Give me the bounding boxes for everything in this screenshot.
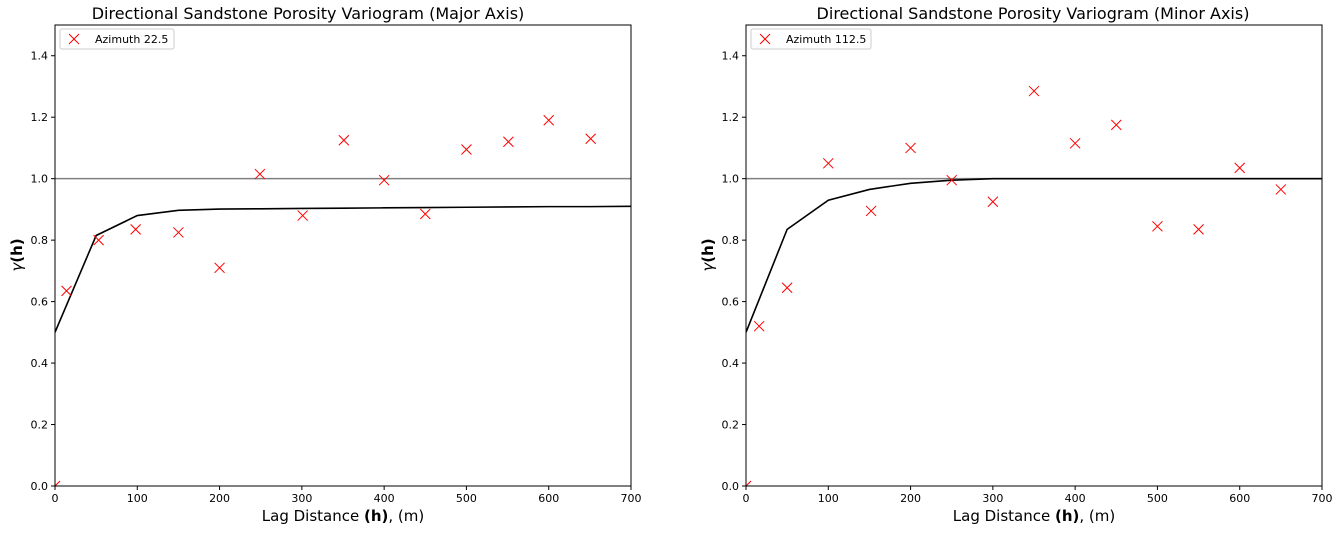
plot-area <box>746 85 1322 486</box>
legend-label: Azimuth 22.5 <box>95 33 168 46</box>
x-tick-label: 700 <box>621 492 642 505</box>
legend-box <box>750 28 872 50</box>
data-point <box>753 320 765 332</box>
y-tick-label: 1.4 <box>31 50 49 63</box>
x-tick-label: 100 <box>818 492 839 505</box>
data-point <box>1234 162 1246 174</box>
data-point <box>543 114 555 126</box>
x-tick-label: 0 <box>743 492 750 505</box>
legend-marker <box>68 33 80 45</box>
data-point <box>946 174 958 186</box>
x-tick-label: 600 <box>538 492 559 505</box>
y-tick-label: 0.6 <box>31 296 49 309</box>
x-tick-label: 500 <box>1147 492 1168 505</box>
plot-area <box>55 114 631 486</box>
data-point <box>781 282 793 294</box>
y-axis-label-greek: γ <box>699 262 717 272</box>
tick-group: 0 100 200 300 400 500 600 700 0.0 0.2 0.4 0.6 0.8 1.0… <box>31 50 642 505</box>
x-tick-label: 0 <box>52 492 59 505</box>
y-axis-label: γ(h) <box>699 238 717 271</box>
y-tick-label: 1.4 <box>722 50 740 63</box>
data-point <box>461 144 472 155</box>
x-tick-label: 400 <box>374 492 395 505</box>
data-point <box>503 136 514 148</box>
data-point <box>1110 119 1122 131</box>
legend-box <box>59 28 175 50</box>
x-tick-label: 200 <box>209 492 230 505</box>
data-point <box>55 480 61 486</box>
data-point <box>1028 85 1040 97</box>
data-point <box>987 196 999 208</box>
major-axis-chart: Directional Sandstone Porosity Variogram… <box>8 4 642 525</box>
x-tick-label: 300 <box>982 492 1003 505</box>
x-tick-label: 300 <box>291 492 312 505</box>
plot-frame <box>745 24 1323 487</box>
data-point <box>93 234 104 246</box>
data-point <box>254 168 266 180</box>
y-tick-label: 0.2 <box>31 419 49 432</box>
data-point <box>822 157 834 169</box>
data-point <box>419 208 431 220</box>
legend-marker <box>759 33 771 45</box>
legend: Azimuth 112.5 <box>750 28 872 50</box>
y-tick-label: 0.4 <box>31 357 49 370</box>
y-axis-label: γ(h) <box>8 238 26 271</box>
variogram-model-line <box>55 205 631 333</box>
y-tick-label: 1.0 <box>722 173 740 186</box>
y-tick-label: 1.0 <box>31 173 49 186</box>
data-point <box>338 134 350 146</box>
y-axis-label-bold: (h) <box>699 238 717 262</box>
legend: Azimuth 22.5 <box>59 28 175 50</box>
y-axis-label-greek: γ <box>8 262 26 272</box>
minor-axis-chart: Directional Sandstone Porosity Variogram… <box>699 4 1333 525</box>
data-point <box>61 285 72 297</box>
y-tick-label: 1.2 <box>31 111 49 124</box>
data-point <box>214 262 225 274</box>
y-tick-label: 0.6 <box>722 296 740 309</box>
legend-label: Azimuth 112.5 <box>786 33 866 46</box>
plot-frame <box>54 24 632 487</box>
variogram-model-line <box>746 177 1322 333</box>
x-axis-label: Lag Distance (h), (m) <box>262 507 424 525</box>
data-point <box>1193 224 1204 235</box>
chart-title: Directional Sandstone Porosity Variogram… <box>817 4 1250 23</box>
x-axis-label-bold: (h) <box>364 507 388 525</box>
data-point <box>130 224 141 235</box>
chart-title: Directional Sandstone Porosity Variogram… <box>92 4 525 23</box>
y-tick-label: 0.0 <box>31 480 49 493</box>
x-axis-label-prefix: Lag Distance <box>953 507 1055 525</box>
x-axis-label-suffix: , (m) <box>388 507 424 525</box>
data-point <box>585 133 597 145</box>
data-point <box>746 480 752 486</box>
x-axis-label-bold: (h) <box>1055 507 1079 525</box>
data-point <box>865 205 877 217</box>
x-tick-label: 600 <box>1229 492 1250 505</box>
x-tick-label: 700 <box>1312 492 1333 505</box>
data-point <box>297 210 309 221</box>
x-axis-label-prefix: Lag Distance <box>262 507 364 525</box>
data-point <box>905 142 916 154</box>
y-tick-label: 0.8 <box>722 234 740 247</box>
data-point <box>1275 184 1287 195</box>
y-tick-label: 0.8 <box>31 234 49 247</box>
y-tick-label: 0.2 <box>722 419 740 432</box>
y-axis-label-bold: (h) <box>8 238 26 262</box>
tick-group: 0 100 200 300 400 500 600 700 0.0 0.2 0.4 0.6 0.8 1.0… <box>722 50 1333 505</box>
x-tick-label: 100 <box>127 492 148 505</box>
data-point <box>1069 137 1081 149</box>
y-tick-label: 0.4 <box>722 357 740 370</box>
data-point <box>1152 220 1163 232</box>
data-point <box>173 227 184 238</box>
data-point <box>378 174 390 186</box>
x-axis-label: Lag Distance (h), (m) <box>953 507 1115 525</box>
x-axis-label-suffix: , (m) <box>1079 507 1115 525</box>
x-tick-label: 500 <box>456 492 477 505</box>
y-tick-label: 1.2 <box>722 111 740 124</box>
x-tick-label: 200 <box>900 492 921 505</box>
x-tick-label: 400 <box>1065 492 1086 505</box>
y-tick-label: 0.0 <box>722 480 740 493</box>
